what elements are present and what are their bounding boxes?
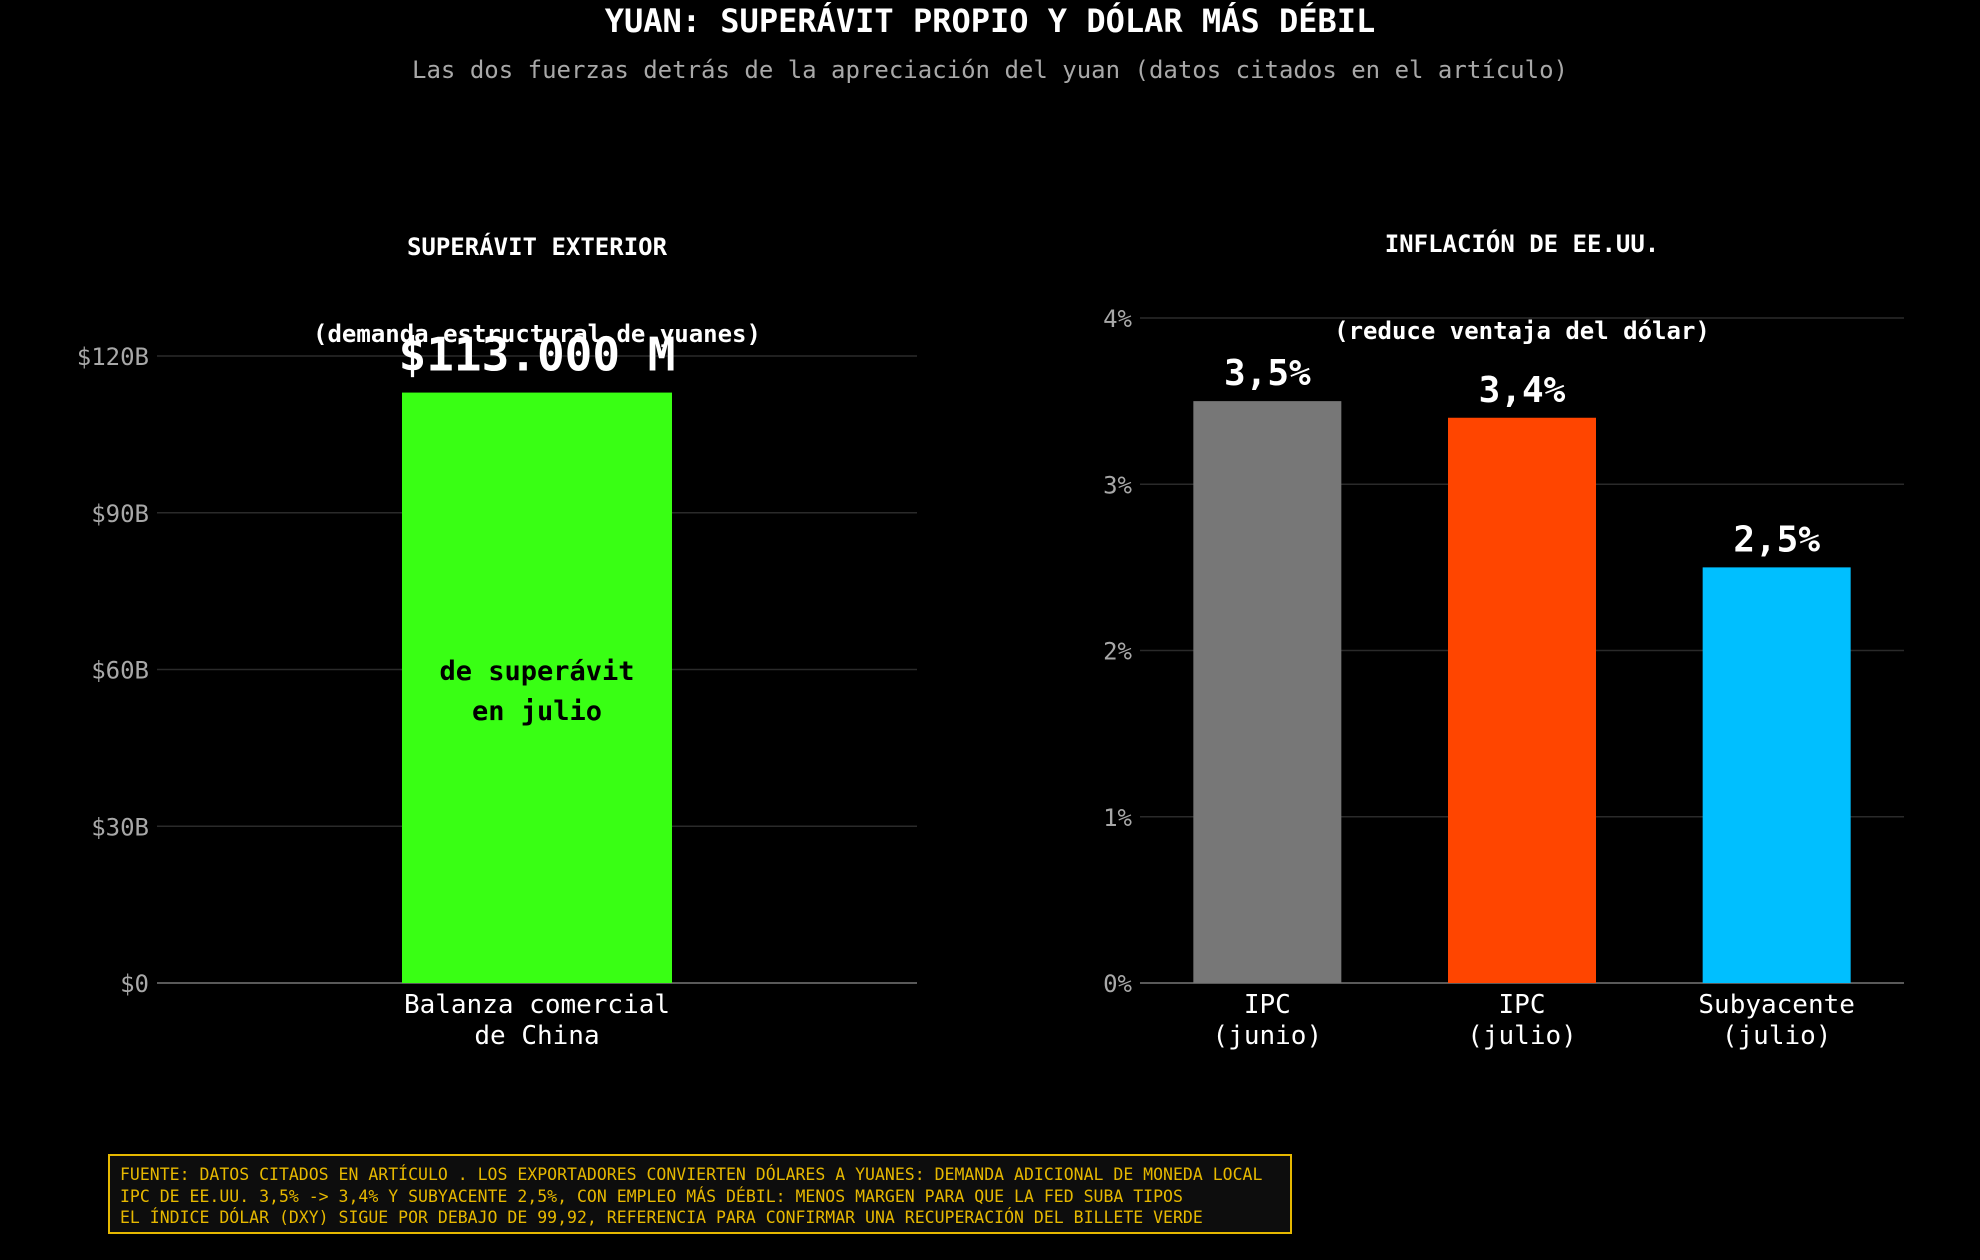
- panel-2-category-label: IPC: [1499, 990, 1546, 1020]
- panel-2-y-tick-label: 4%: [1103, 305, 1132, 333]
- panel-2-data-label: 3,4%: [1479, 370, 1566, 411]
- left-panel-title-line-1: SUPERÁVIT EXTERIOR: [406, 233, 668, 261]
- panel-1-bar-inner-label: en julio: [472, 696, 602, 727]
- panel-2-category-label: (julio): [1722, 1021, 1832, 1051]
- right-panel-title-line-1: INFLACIÓN DE EE.UU.: [1384, 230, 1660, 258]
- source-note-line-2: IPC DE EE.UU. 3,5% -> 3,4% Y SUBYACENTE …: [120, 1186, 1183, 1206]
- panel-2-bar: [1702, 567, 1851, 983]
- panel-2-category-label: Subyacente: [1698, 990, 1855, 1020]
- panel-1-bar-inner-label: de superávit: [439, 656, 634, 687]
- panel-2-y-tick-label: 1%: [1103, 804, 1132, 832]
- right-panel-title-line-2: (reduce ventaja del dólar): [1334, 317, 1710, 345]
- chart-title: YUAN: SUPERÁVIT PROPIO Y DÓLAR MÁS DÉBIL: [604, 2, 1376, 40]
- source-note-line-3: EL ÍNDICE DÓLAR (DXY) SIGUE POR DEBAJO D…: [120, 1208, 1203, 1227]
- panel-2-category-label: (julio): [1467, 1021, 1577, 1051]
- panel-1-bar: [402, 392, 672, 983]
- source-note-box: FUENTE: DATOS CITADOS EN ARTÍCULO . LOS …: [108, 1154, 1292, 1234]
- panel-1-category-label: de China: [474, 1021, 599, 1051]
- panel-1-y-tick-label: $0: [120, 970, 149, 998]
- panel-2-data-label: 2,5%: [1733, 519, 1820, 560]
- right-panel-title: INFLACIÓN DE EE.UU. (reduce ventaja del …: [1140, 172, 1904, 375]
- panel-2-y-tick-label: 2%: [1103, 638, 1132, 666]
- panel-2-y-tick-label: 0%: [1103, 970, 1132, 998]
- panel-2-bar: [1448, 417, 1596, 983]
- chart-subtitle: Las dos fuerzas detrás de la apreciación…: [412, 56, 1568, 84]
- panel-1-y-tick-label: $90B: [91, 500, 149, 528]
- panel-2-y-tick-label: 3%: [1103, 471, 1132, 499]
- panel-2-category-label: (junio): [1213, 1021, 1323, 1051]
- source-note-line-1: FUENTE: DATOS CITADOS EN ARTÍCULO . LOS …: [120, 1165, 1263, 1184]
- panel-2-bar: [1193, 401, 1342, 983]
- panel-1-y-tick-label: $120B: [77, 343, 149, 371]
- panel-1-y-tick-label: $30B: [91, 813, 149, 841]
- panel-2-data-label: 3,5%: [1224, 353, 1311, 394]
- panel-2-category-label: IPC: [1244, 990, 1291, 1020]
- panel-1-y-tick-label: $60B: [91, 657, 149, 685]
- panel-1-category-label: Balanza comercial: [404, 990, 670, 1020]
- left-panel-title-line-2: (demanda estructural de yuanes): [313, 320, 761, 348]
- panel-1-data-label: $113.000 M: [399, 328, 676, 382]
- left-panel-title: SUPERÁVIT EXTERIOR (demanda estructural …: [157, 175, 917, 378]
